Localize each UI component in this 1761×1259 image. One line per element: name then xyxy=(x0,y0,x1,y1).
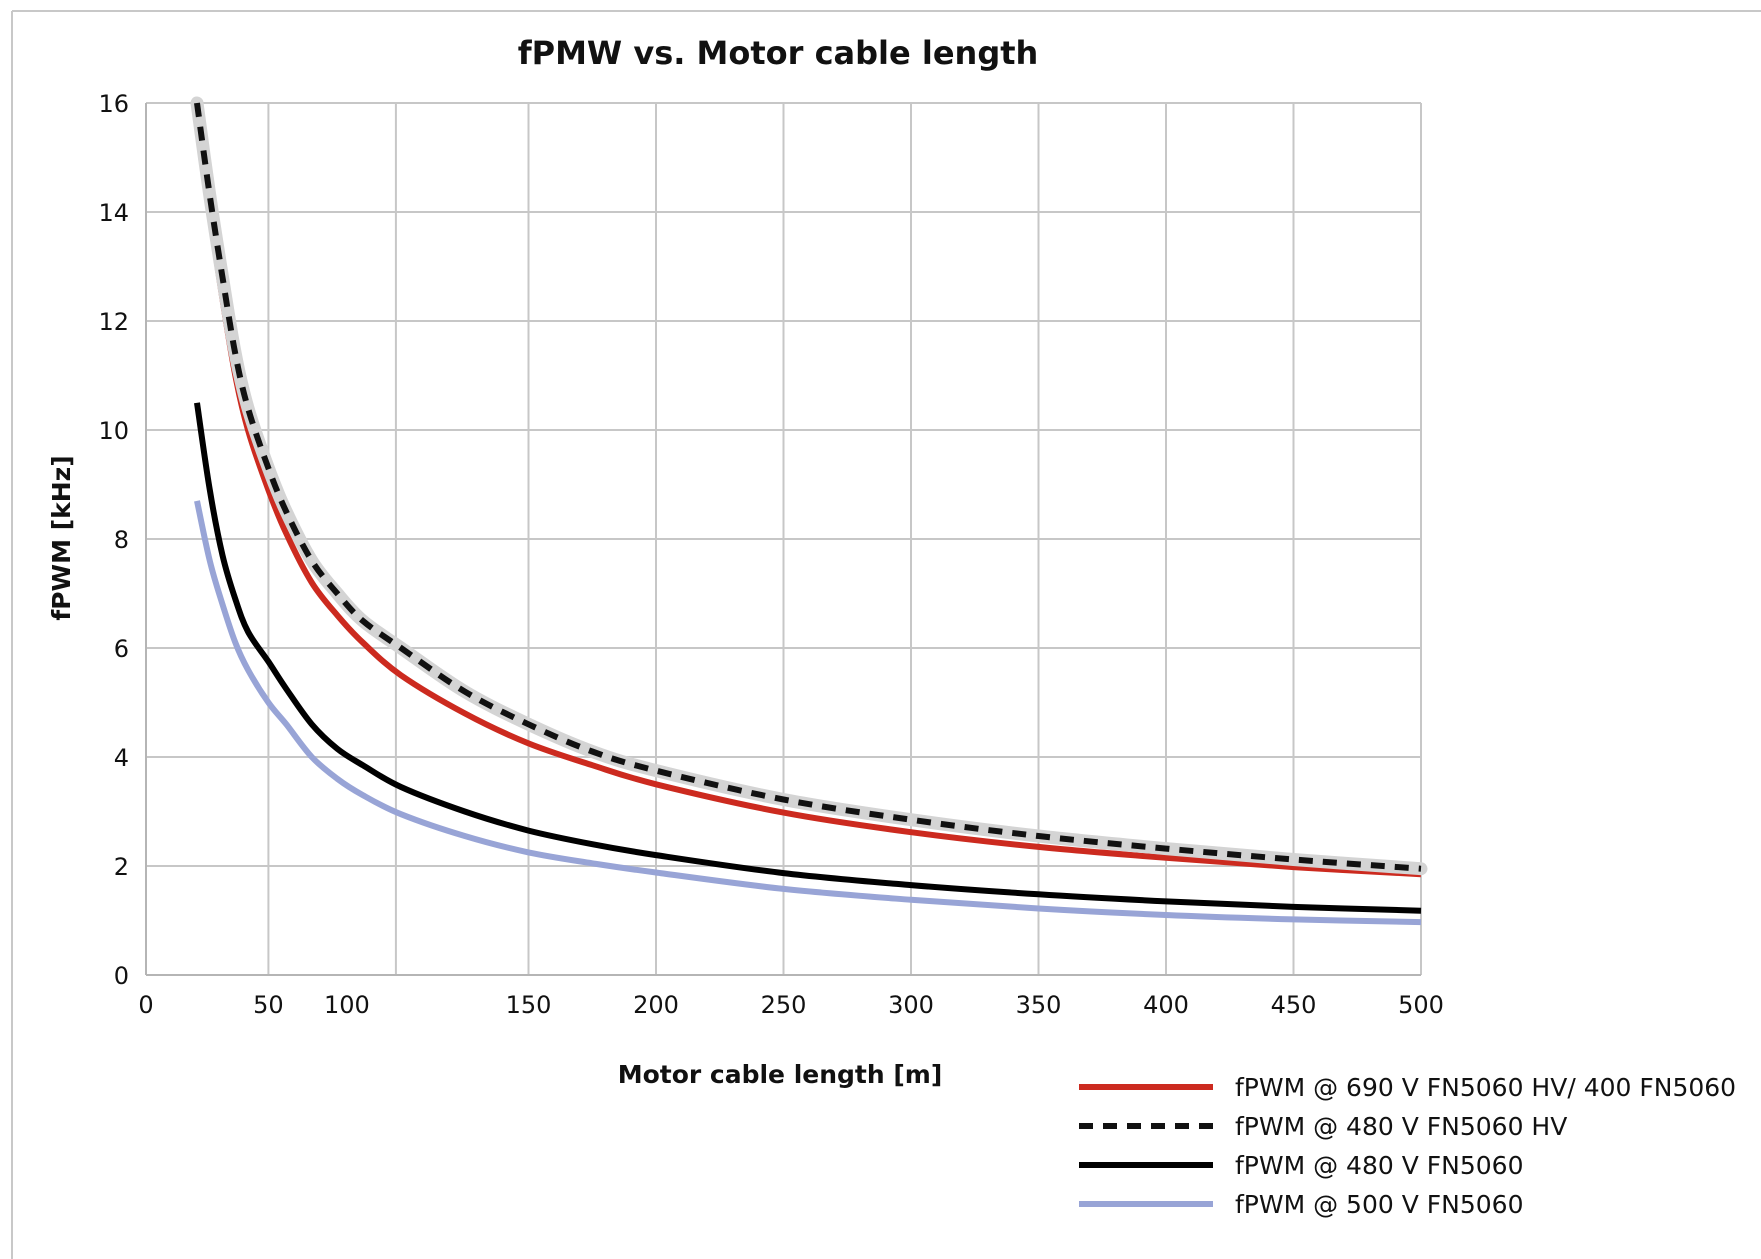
legend-item: fPWM @ 500 V FN5060 xyxy=(1079,1190,1523,1219)
y-tick-label: 16 xyxy=(98,90,129,118)
legend-item: fPWM @ 480 V FN5060 xyxy=(1079,1151,1523,1180)
x-tick-label: 450 xyxy=(1271,991,1317,1019)
x-axis-title: Motor cable length [m] xyxy=(618,1060,943,1089)
axes xyxy=(145,103,1421,976)
series-1-line xyxy=(194,102,1422,878)
legend-label: fPWM @ 480 V FN5060 xyxy=(1235,1151,1523,1180)
x-tick-label: 50 xyxy=(253,991,284,1019)
x-tick-label: 100 xyxy=(324,991,370,1019)
legend: fPWM @ 690 V FN5060 HV/ 400 FN5060 fPWM @… xyxy=(1079,1073,1736,1219)
legend-label: fPWM @ 480 V FN5060 HV xyxy=(1235,1112,1567,1141)
y-tick-label: 14 xyxy=(98,199,129,227)
series-3-line xyxy=(194,402,1422,914)
y-axis-title: fPWM [kHz] xyxy=(47,455,76,620)
y-tick-label: 12 xyxy=(98,308,129,336)
x-tick-label: 150 xyxy=(506,991,552,1019)
grid xyxy=(146,102,1422,975)
series-2-line xyxy=(194,102,1422,872)
x-tick-label: 200 xyxy=(633,991,679,1019)
legend-item: fPWM @ 480 V FN5060 HV xyxy=(1079,1112,1567,1141)
legend-label: fPWM @ 690 V FN5060 HV/ 400 FN5060 xyxy=(1235,1073,1736,1102)
x-tick-label: 500 xyxy=(1398,991,1444,1019)
x-tick-label: 250 xyxy=(761,991,807,1019)
x-tick-label: 400 xyxy=(1143,991,1189,1019)
plot-area xyxy=(190,96,1428,926)
y-tick-label: 6 xyxy=(114,635,129,663)
y-tick-label: 10 xyxy=(98,417,129,445)
series-4-line xyxy=(194,500,1422,926)
x-tick-label: 350 xyxy=(1016,991,1062,1019)
tick-labels: 0 2 4 6 8 10 12 14 16 0 50 100 150 200 250 300 350 400 450… xyxy=(98,90,1443,1019)
y-tick-label: 2 xyxy=(114,853,129,881)
series-2-line-halo xyxy=(190,96,1428,876)
y-tick-label: 8 xyxy=(114,526,129,554)
x-tick-label: 0 xyxy=(138,991,153,1019)
y-tick-label: 0 xyxy=(114,962,129,990)
x-tick-label: 300 xyxy=(888,991,934,1019)
chart-title: fPMW vs. Motor cable length xyxy=(518,34,1039,72)
y-tick-label: 4 xyxy=(114,744,129,772)
legend-label: fPWM @ 500 V FN5060 xyxy=(1235,1190,1523,1219)
legend-item: fPWM @ 690 V FN5060 HV/ 400 FN5060 xyxy=(1079,1073,1736,1102)
